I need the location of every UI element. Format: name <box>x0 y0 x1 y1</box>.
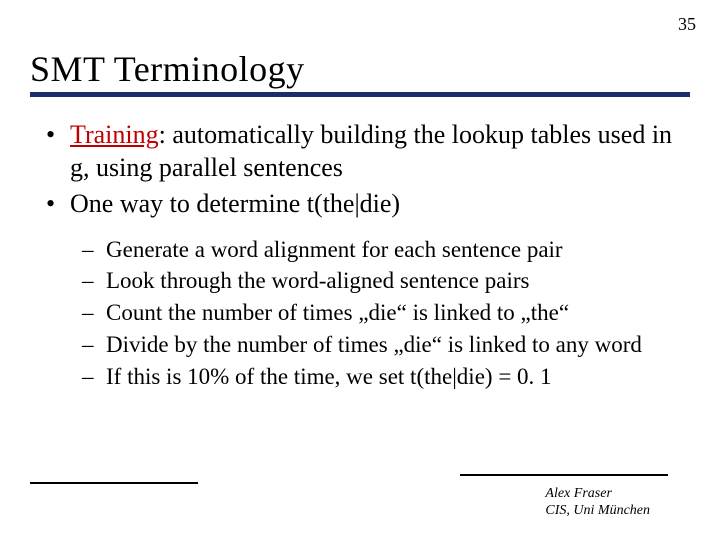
bullet-item: Training: automatically building the loo… <box>36 119 684 184</box>
slide: 35 SMT Terminology Training: automatical… <box>0 0 720 540</box>
sub-bullet-text: Generate a word alignment for each sente… <box>106 237 563 262</box>
term-text: Training <box>70 120 159 149</box>
footer-rule-left <box>30 482 198 484</box>
sub-bullet-item: If this is 10% of the time, we set t(the… <box>82 362 684 392</box>
slide-title: SMT Terminology <box>30 48 690 90</box>
attribution-affiliation: CIS, Uni München <box>545 503 650 520</box>
bullet-text: One way to determine t(the|die) <box>70 189 400 218</box>
sub-bullet-list: Generate a word alignment for each sente… <box>36 235 684 392</box>
sub-bullet-item: Look through the word-aligned sentence p… <box>82 266 684 296</box>
footer-rule-right <box>460 474 668 476</box>
bullet-item: One way to determine t(the|die) <box>36 188 684 221</box>
bullet-text: : automatically building the lookup tabl… <box>70 120 672 182</box>
sub-bullet-text: Count the number of times „die“ is linke… <box>106 300 569 325</box>
slide-body: Training: automatically building the loo… <box>30 119 690 392</box>
term-training: Training <box>70 120 159 149</box>
sub-bullet-item: Generate a word alignment for each sente… <box>82 235 684 265</box>
sub-bullet-item: Count the number of times „die“ is linke… <box>82 298 684 328</box>
sub-bullet-text: If this is 10% of the time, we set t(the… <box>106 364 552 389</box>
sub-bullet-text: Divide by the number of times „die“ is l… <box>106 332 642 357</box>
attribution-name: Alex Fraser <box>545 486 650 503</box>
sub-bullet-item: Divide by the number of times „die“ is l… <box>82 330 684 360</box>
bullet-list: Training: automatically building the loo… <box>36 119 684 221</box>
page-number: 35 <box>678 14 696 35</box>
sub-bullet-text: Look through the word-aligned sentence p… <box>106 268 529 293</box>
title-block: SMT Terminology <box>30 48 690 97</box>
attribution: Alex Fraser CIS, Uni München <box>545 486 650 520</box>
